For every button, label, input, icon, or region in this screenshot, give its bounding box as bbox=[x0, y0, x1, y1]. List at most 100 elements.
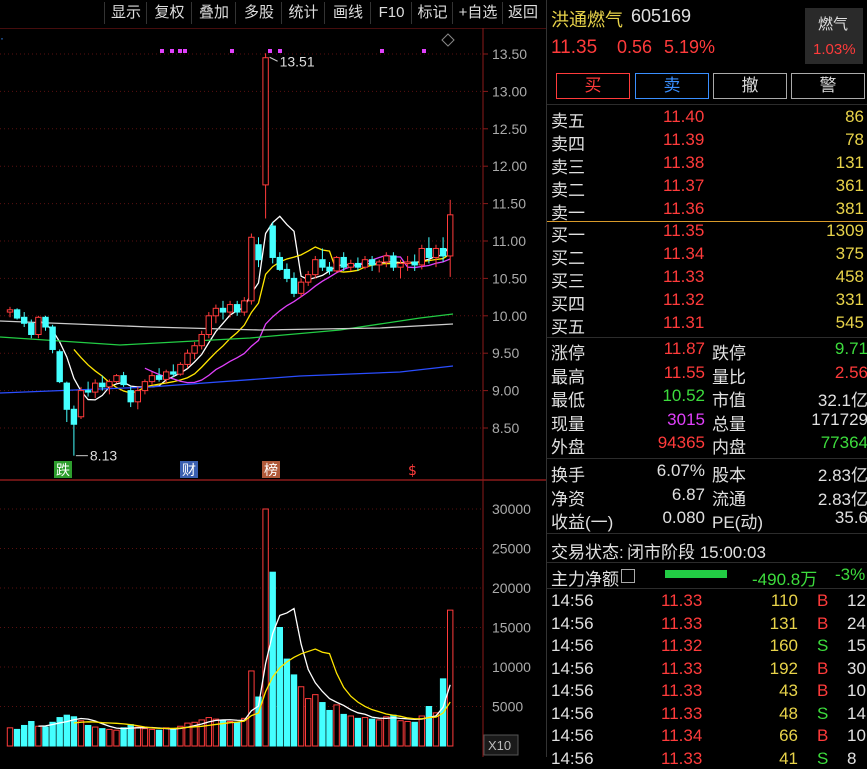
candle-down bbox=[56, 351, 63, 383]
volume-ma5-line bbox=[38, 607, 451, 730]
candle-up bbox=[312, 259, 319, 276]
stat-value: 9.71 bbox=[834, 339, 867, 358]
candle-up bbox=[198, 334, 205, 347]
stat-value: 3015 bbox=[667, 409, 705, 429]
stat-value: 77364 bbox=[820, 433, 867, 452]
toolbar-7-button[interactable]: F10 bbox=[370, 2, 412, 24]
candle-down bbox=[155, 375, 163, 380]
buy-button[interactable]: 买 bbox=[556, 73, 630, 99]
main-flow-bar bbox=[665, 570, 727, 578]
volume-bar bbox=[411, 721, 418, 747]
bid-price: 11.34 bbox=[663, 244, 705, 263]
candle-down bbox=[290, 277, 298, 294]
stat-value: 2.56 bbox=[834, 362, 867, 382]
tick-side: S bbox=[817, 748, 829, 768]
toolbar-3-button[interactable]: 叠加 bbox=[191, 2, 236, 24]
tick-side: B bbox=[817, 726, 829, 745]
volume-bar bbox=[290, 674, 298, 747]
chart-toolbar: 显示 复权 叠加 多股 统计 画线 F10 标记 +自选 返回 bbox=[0, 0, 546, 28]
candle-up bbox=[212, 307, 220, 317]
volume-bar bbox=[262, 508, 269, 747]
volume-unit-box bbox=[483, 734, 519, 756]
candle-down bbox=[99, 382, 106, 388]
tick-side: B bbox=[817, 613, 829, 633]
candle-down bbox=[340, 256, 347, 268]
volume-bar bbox=[376, 719, 383, 747]
event-marker bbox=[178, 49, 182, 53]
toolbar-6-button[interactable]: 画线 bbox=[324, 2, 371, 24]
event-marker bbox=[183, 49, 187, 53]
candle-down bbox=[127, 390, 134, 403]
toolbar-1-button[interactable]: 显示 bbox=[104, 2, 147, 24]
sector-name: 燃气 bbox=[818, 16, 849, 33]
tick-volume: 66 bbox=[779, 726, 798, 745]
candle-up bbox=[432, 247, 440, 258]
sell-button[interactable]: 卖 bbox=[635, 73, 709, 99]
sector-box[interactable]: 燃气 1.03% bbox=[805, 8, 863, 64]
event-tag bbox=[54, 461, 72, 478]
volume-bar bbox=[6, 727, 14, 747]
tick-side: S bbox=[817, 703, 829, 723]
ask-volume: 131 bbox=[835, 153, 864, 172]
tick-count: 8 bbox=[847, 748, 857, 768]
candle-up bbox=[376, 261, 383, 266]
candle-up bbox=[205, 315, 213, 335]
stat-value: 10.52 bbox=[662, 386, 705, 405]
tick-time: 14:56 bbox=[551, 703, 594, 723]
tick-price: 11.33 bbox=[661, 658, 703, 678]
volume-bar bbox=[390, 714, 397, 747]
ma250-line bbox=[0, 365, 454, 394]
toolbar-5-button[interactable]: 统计 bbox=[281, 2, 325, 24]
event-marker bbox=[230, 49, 234, 53]
stat-value: 6.87 bbox=[671, 484, 705, 504]
candle-up bbox=[226, 304, 234, 313]
bid-volume: 331 bbox=[835, 290, 864, 309]
toolbar-10-button[interactable]: 返回 bbox=[502, 2, 543, 24]
volume-bar bbox=[404, 721, 411, 747]
toolbar-9-button[interactable]: +自选 bbox=[452, 2, 503, 24]
stat-label: 跌停 bbox=[712, 344, 746, 363]
volume-bar bbox=[333, 704, 340, 747]
tick-time: 14:56 bbox=[551, 636, 594, 655]
event-marker bbox=[422, 49, 426, 53]
volume-bar bbox=[447, 609, 454, 747]
volume-tick-label: 20000 bbox=[492, 580, 531, 596]
ask-price: 11.37 bbox=[663, 176, 705, 195]
cancel-order-button[interactable]: 撤 bbox=[713, 73, 787, 99]
candle-down bbox=[120, 375, 127, 386]
price-tick-label: 10.50 bbox=[492, 270, 527, 286]
volume-bar bbox=[184, 722, 191, 747]
candle-down bbox=[219, 307, 227, 313]
bid-label: 买三 bbox=[551, 272, 585, 291]
toolbar-8-button[interactable]: 标记 bbox=[411, 2, 453, 24]
candle-down bbox=[70, 408, 78, 425]
stat-label: 涨停 bbox=[551, 344, 585, 363]
volume-bar bbox=[354, 717, 362, 747]
candle-up bbox=[347, 262, 355, 268]
volume-bar bbox=[241, 717, 248, 747]
candle-down bbox=[42, 316, 49, 328]
toolbar-4-button[interactable]: 多股 bbox=[235, 2, 282, 24]
tick-volume: 43 bbox=[779, 681, 798, 700]
candle-down bbox=[411, 261, 418, 266]
calculator-icon[interactable] bbox=[621, 569, 635, 583]
alert-button[interactable]: 警 bbox=[791, 73, 865, 99]
volume-bar bbox=[397, 720, 404, 747]
toolbar-2-button[interactable]: 复权 bbox=[146, 2, 192, 24]
volume-bar bbox=[248, 670, 255, 747]
volume-bar bbox=[205, 717, 213, 747]
stock-name: 洪通燃气 bbox=[551, 10, 623, 30]
sector-pct: 1.03% bbox=[813, 41, 856, 58]
bid-volume: 458 bbox=[835, 267, 864, 286]
volume-bar bbox=[347, 715, 355, 747]
price-tick-label: 11.50 bbox=[492, 196, 526, 212]
volume-tick-label: 30000 bbox=[492, 501, 531, 517]
price-tick-label: 12.00 bbox=[492, 158, 527, 174]
candle-down bbox=[283, 268, 291, 279]
candle-down bbox=[21, 316, 28, 324]
kline-chart[interactable]: 13.50 13.00 12.50 12.00 11.50 11.00 10.50 10.00… bbox=[0, 0, 546, 757]
volume-bar bbox=[383, 716, 390, 747]
candle-up bbox=[163, 371, 170, 380]
last-price: 11.35 bbox=[551, 37, 598, 58]
volume-bar bbox=[255, 696, 262, 747]
